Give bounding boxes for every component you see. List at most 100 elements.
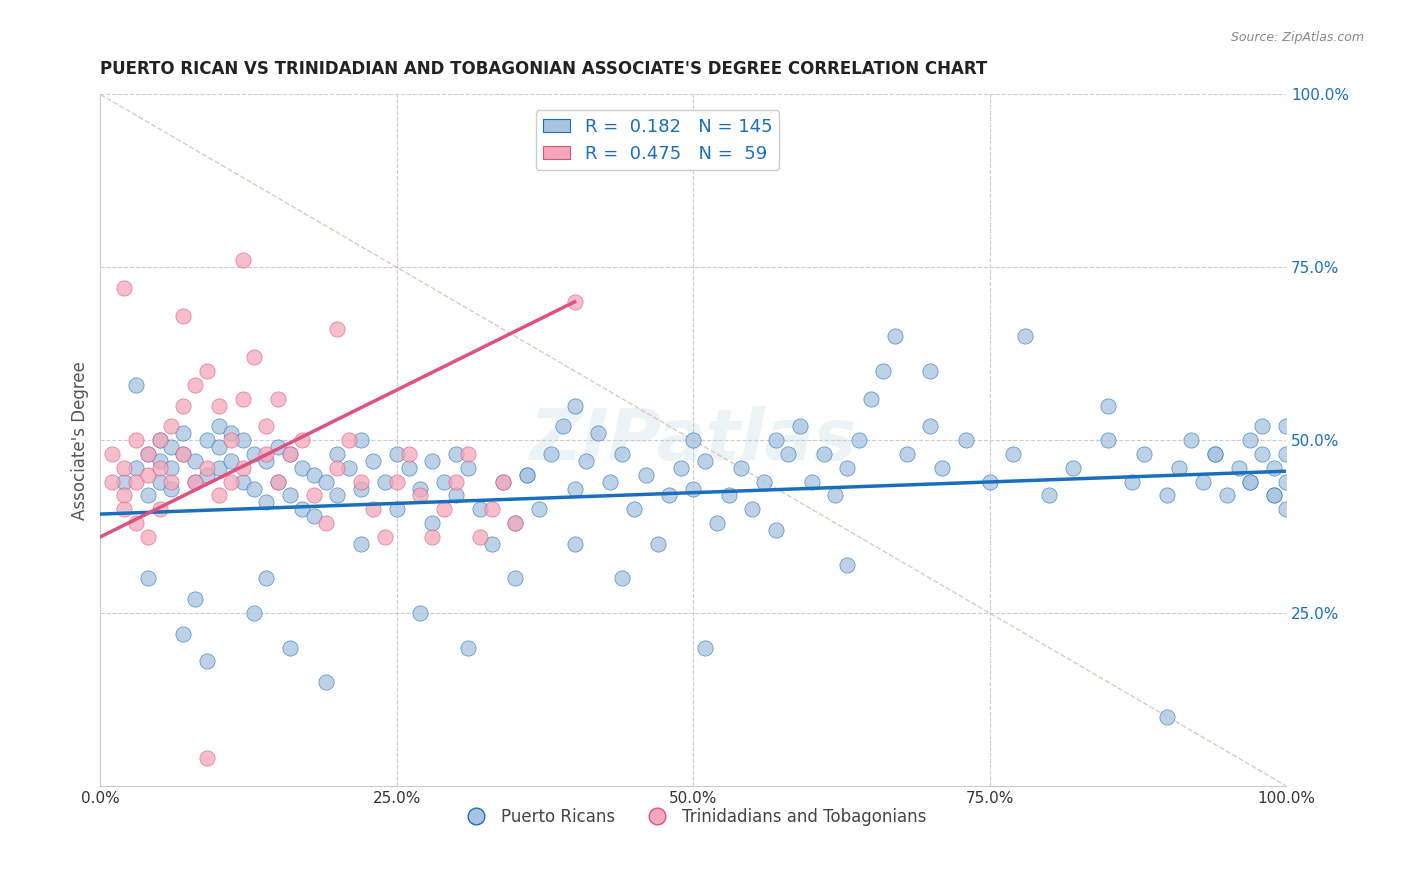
Point: [433, 475, 456, 489]
Point: [1038, 488, 1060, 502]
Point: [1275, 419, 1298, 434]
Point: [267, 440, 290, 454]
Point: [278, 447, 301, 461]
Point: [243, 447, 266, 461]
Point: [172, 447, 194, 461]
Point: [315, 475, 337, 489]
Point: [125, 475, 148, 489]
Point: [136, 467, 159, 482]
Point: [1275, 447, 1298, 461]
Point: [457, 640, 479, 655]
Point: [350, 433, 373, 447]
Point: [254, 447, 277, 461]
Point: [291, 433, 314, 447]
Point: [136, 447, 159, 461]
Point: [776, 447, 799, 461]
Point: [136, 447, 159, 461]
Point: [326, 447, 349, 461]
Point: [505, 516, 527, 530]
Point: [149, 433, 172, 447]
Point: [326, 488, 349, 502]
Point: [195, 433, 218, 447]
Point: [195, 364, 218, 378]
Point: [149, 454, 172, 468]
Point: [564, 294, 586, 309]
Point: [254, 419, 277, 434]
Point: [184, 475, 207, 489]
Point: [315, 675, 337, 690]
Point: [800, 475, 823, 489]
Point: [172, 447, 194, 461]
Point: [409, 482, 432, 496]
Point: [267, 475, 290, 489]
Point: [481, 502, 503, 516]
Point: [232, 460, 254, 475]
Point: [837, 460, 859, 475]
Point: [350, 482, 373, 496]
Point: [254, 571, 277, 585]
Point: [658, 488, 681, 502]
Point: [420, 530, 443, 544]
Point: [350, 537, 373, 551]
Point: [1263, 488, 1285, 502]
Point: [813, 447, 835, 461]
Point: [219, 475, 242, 489]
Point: [920, 364, 942, 378]
Point: [409, 606, 432, 620]
Point: [184, 475, 207, 489]
Point: [610, 571, 633, 585]
Point: [682, 433, 704, 447]
Text: ZIPatlas: ZIPatlas: [530, 406, 856, 475]
Point: [160, 440, 183, 454]
Point: [315, 516, 337, 530]
Point: [149, 433, 172, 447]
Point: [326, 460, 349, 475]
Point: [848, 433, 870, 447]
Point: [385, 502, 408, 516]
Point: [361, 502, 384, 516]
Point: [1156, 709, 1178, 723]
Point: [920, 419, 942, 434]
Point: [1097, 399, 1119, 413]
Point: [1097, 433, 1119, 447]
Point: [172, 399, 194, 413]
Point: [754, 475, 776, 489]
Point: [326, 322, 349, 336]
Point: [232, 392, 254, 406]
Point: [564, 482, 586, 496]
Point: [1239, 433, 1261, 447]
Point: [1156, 488, 1178, 502]
Point: [160, 475, 183, 489]
Point: [859, 392, 882, 406]
Point: [1275, 502, 1298, 516]
Point: [789, 419, 811, 434]
Point: [385, 447, 408, 461]
Point: [136, 530, 159, 544]
Point: [693, 640, 716, 655]
Point: [575, 454, 598, 468]
Point: [112, 281, 135, 295]
Point: [101, 447, 124, 461]
Point: [149, 460, 172, 475]
Point: [232, 475, 254, 489]
Point: [883, 329, 905, 343]
Point: [505, 516, 527, 530]
Point: [361, 454, 384, 468]
Point: [398, 460, 420, 475]
Point: [1168, 460, 1191, 475]
Point: [457, 447, 479, 461]
Point: [1014, 329, 1036, 343]
Point: [398, 447, 420, 461]
Point: [741, 502, 763, 516]
Point: [872, 364, 894, 378]
Point: [278, 447, 301, 461]
Point: [1263, 460, 1285, 475]
Point: [1251, 447, 1274, 461]
Point: [671, 460, 693, 475]
Point: [219, 454, 242, 468]
Point: [717, 488, 740, 502]
Point: [551, 419, 574, 434]
Point: [278, 488, 301, 502]
Text: Source: ZipAtlas.com: Source: ZipAtlas.com: [1230, 31, 1364, 45]
Point: [468, 502, 491, 516]
